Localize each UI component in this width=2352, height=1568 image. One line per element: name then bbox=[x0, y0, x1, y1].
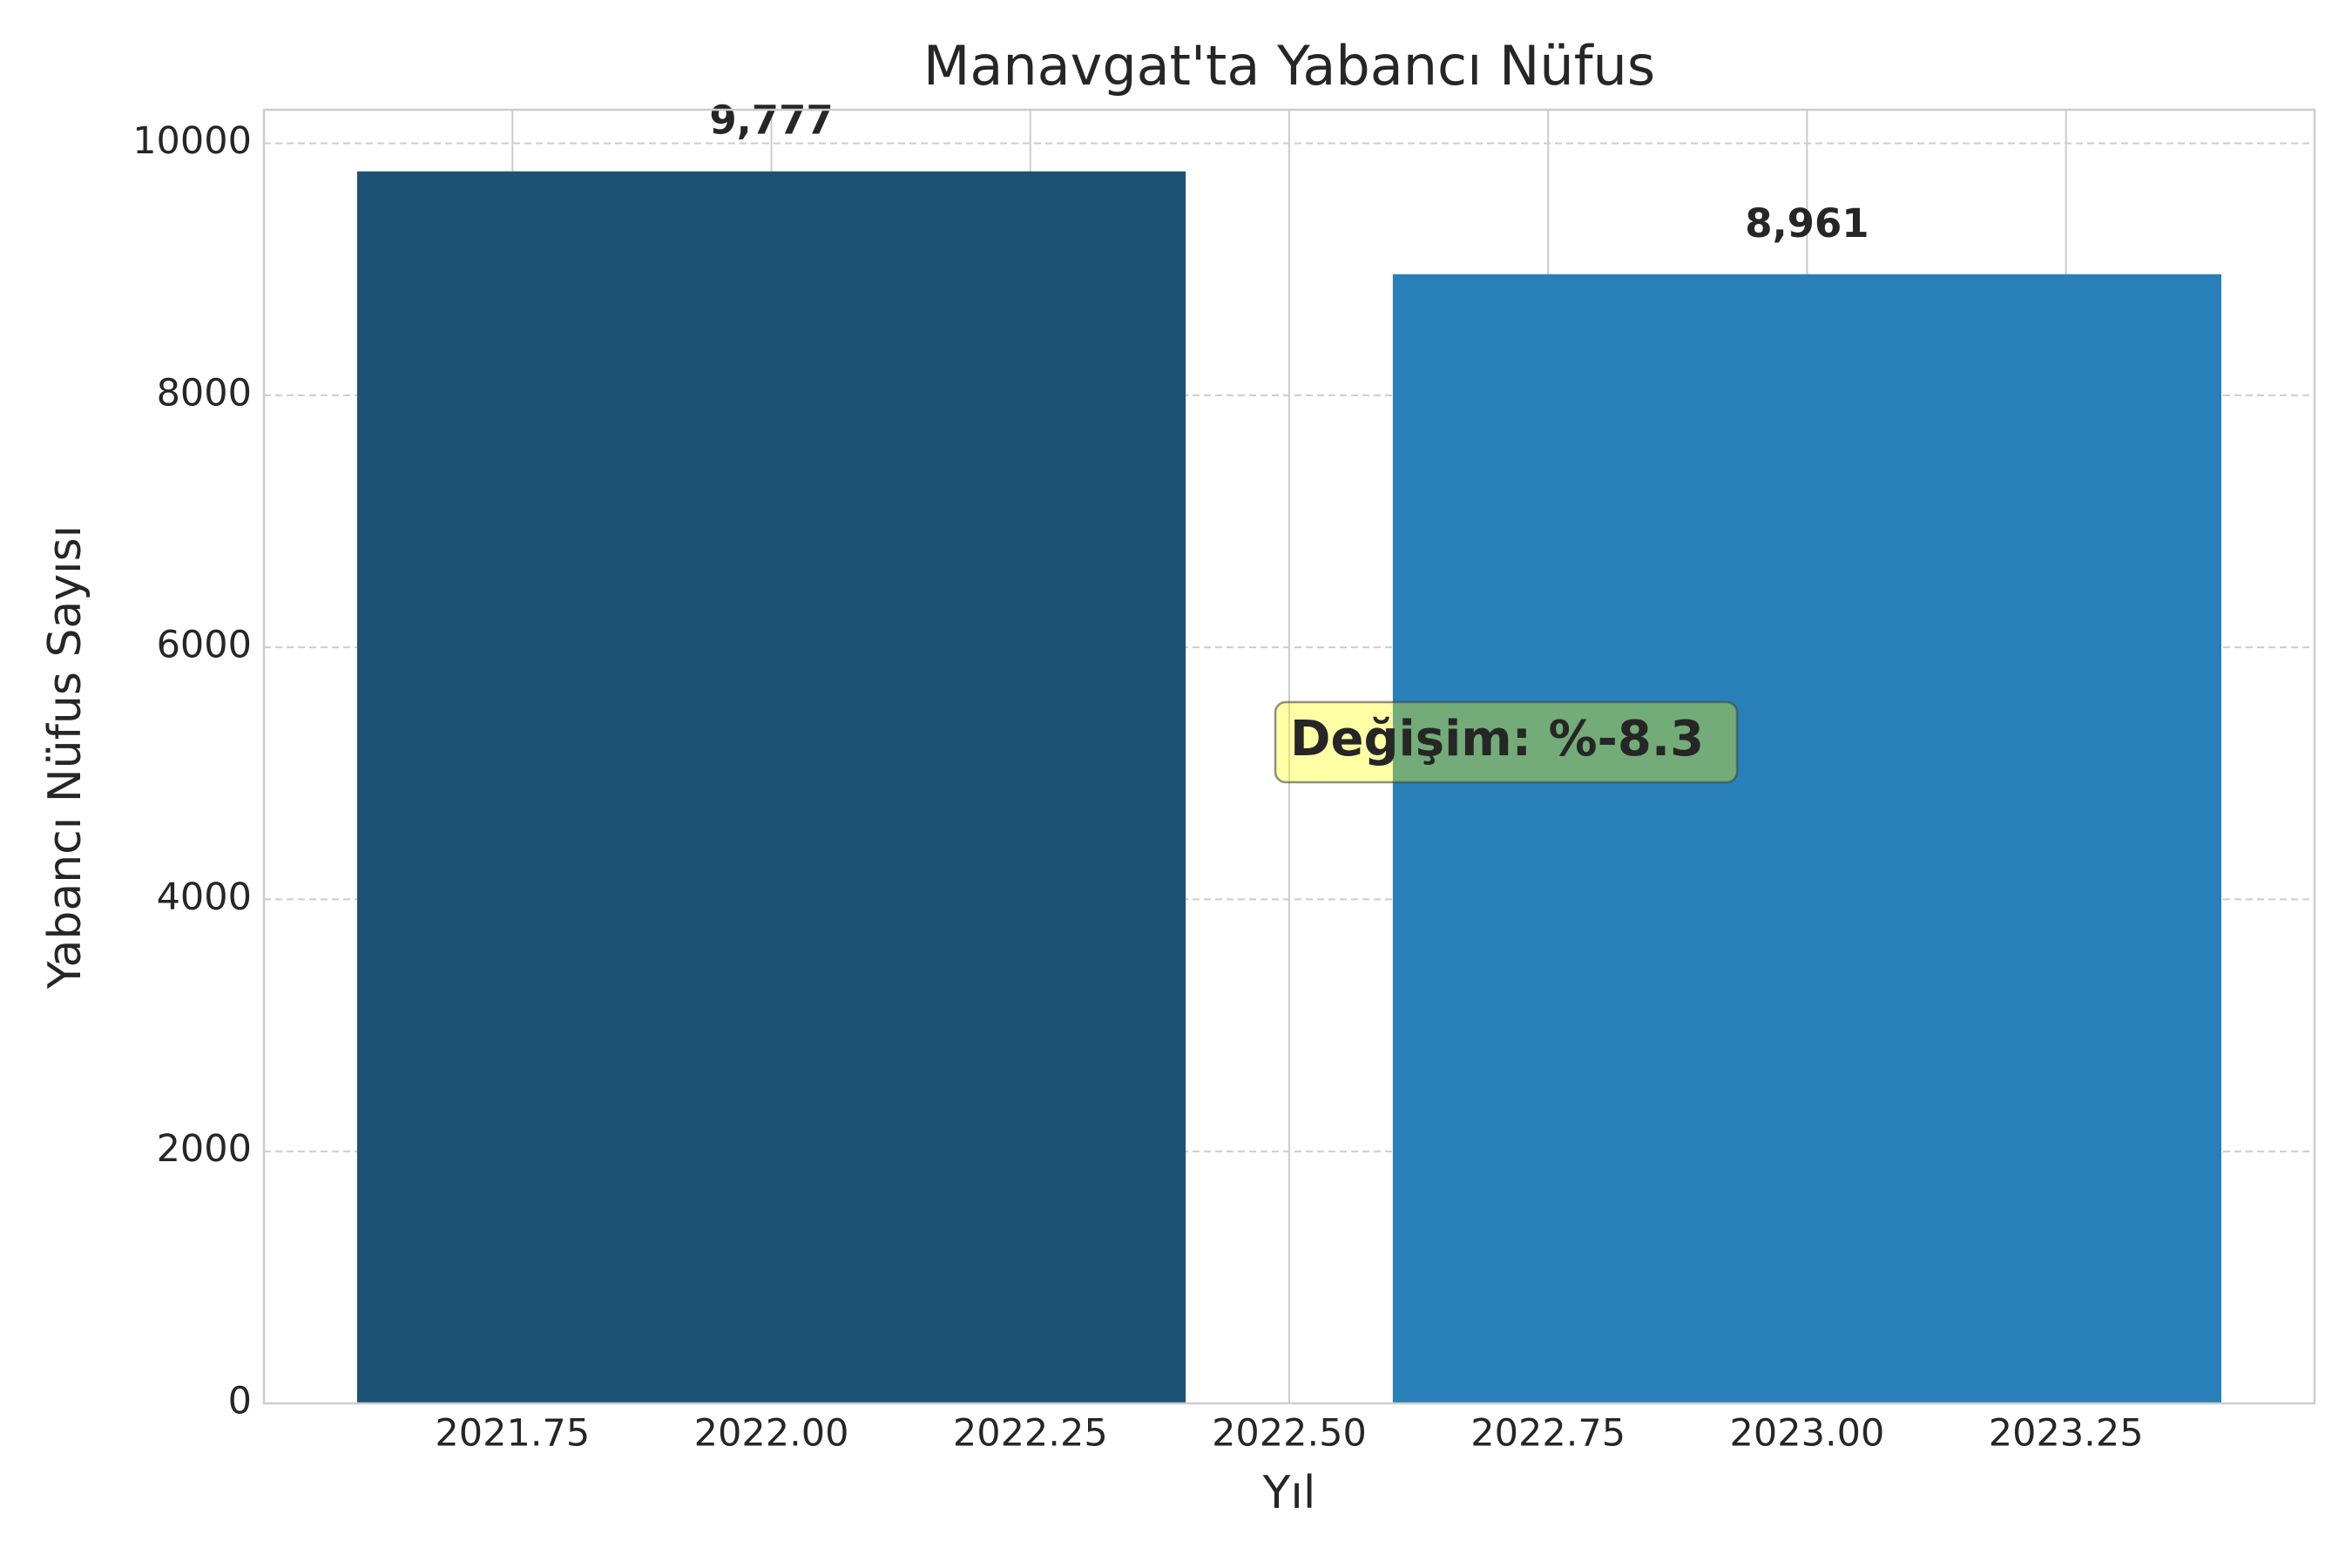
value-label: 8,961 bbox=[1745, 200, 1869, 247]
x-tick-label: 2021.75 bbox=[435, 1412, 590, 1456]
axes-frame bbox=[262, 108, 2316, 1405]
y-tick-label: 2000 bbox=[157, 1127, 252, 1171]
x-tick-label: 2022.25 bbox=[953, 1412, 1108, 1456]
y-axis-label: Yabancı Nüfus Sayısı bbox=[39, 525, 91, 990]
annotation-box bbox=[1274, 700, 1739, 784]
y-tick-label: 0 bbox=[228, 1380, 252, 1423]
y-tick-label: 4000 bbox=[157, 875, 252, 919]
value-label: 9,777 bbox=[709, 98, 833, 144]
x-tick-label: 2022.00 bbox=[694, 1412, 849, 1456]
x-tick-label: 2023.00 bbox=[1730, 1412, 1885, 1456]
bar bbox=[357, 171, 1186, 1403]
y-tick-label: 8000 bbox=[157, 371, 252, 415]
bar bbox=[1392, 274, 2221, 1403]
chart-title: Manavgat'ta Yabancı Nüfus bbox=[923, 34, 1655, 98]
x-tick-label: 2022.50 bbox=[1212, 1412, 1367, 1456]
y-tick-label: 10000 bbox=[132, 119, 252, 163]
y-tick-label: 6000 bbox=[157, 624, 252, 667]
x-tick-label: 2023.25 bbox=[1989, 1412, 2144, 1456]
x-axis-label: Yıl bbox=[1262, 1467, 1316, 1519]
annotation: Değişim: %-8.3 bbox=[1290, 711, 1704, 767]
x-tick-label: 2022.75 bbox=[1470, 1412, 1625, 1456]
